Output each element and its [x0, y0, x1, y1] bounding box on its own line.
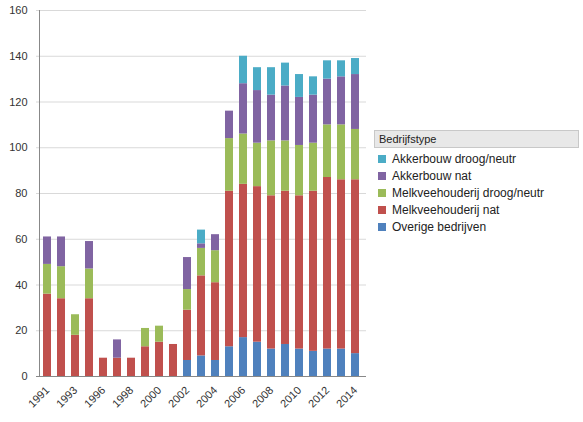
svg-text:0: 0	[21, 370, 27, 382]
svg-text:20: 20	[15, 324, 27, 336]
svg-text:40: 40	[15, 279, 27, 291]
svg-text:2004: 2004	[194, 384, 220, 410]
html-text:Akkerbouw droog/neutr: Akkerbouw droog/neutr	[392, 152, 517, 166]
svg-text:2010: 2010	[278, 384, 304, 410]
svg-text:60: 60	[15, 233, 27, 245]
svg-text:2006: 2006	[222, 384, 248, 410]
html-text:Overige bedrijven: Overige bedrijven	[392, 220, 487, 234]
svg-text:1996: 1996	[82, 384, 108, 410]
svg-text:1993: 1993	[54, 384, 80, 410]
svg-text:1998: 1998	[110, 384, 136, 410]
svg-text:2002: 2002	[166, 384, 192, 410]
svg-text:80: 80	[15, 187, 27, 199]
svg-text:160: 160	[9, 4, 27, 16]
svg-text:2014: 2014	[334, 384, 360, 410]
svg-text:2000: 2000	[138, 384, 164, 410]
html-text:Bedrijfstype: Bedrijfstype	[379, 133, 437, 145]
svg-text:2012: 2012	[306, 384, 332, 410]
html-text:Melkveehouderij nat: Melkveehouderij nat	[392, 203, 500, 217]
svg-text:2008: 2008	[250, 384, 276, 410]
svg-text:120: 120	[9, 96, 27, 108]
svg-text:140: 140	[9, 50, 27, 62]
svg-text:1991: 1991	[26, 384, 52, 410]
html-text:Melkveehouderij droog/neutr: Melkveehouderij droog/neutr	[392, 186, 545, 200]
svg-text:100: 100	[9, 141, 27, 153]
html-text:Akkerbouw nat: Akkerbouw nat	[392, 169, 472, 183]
